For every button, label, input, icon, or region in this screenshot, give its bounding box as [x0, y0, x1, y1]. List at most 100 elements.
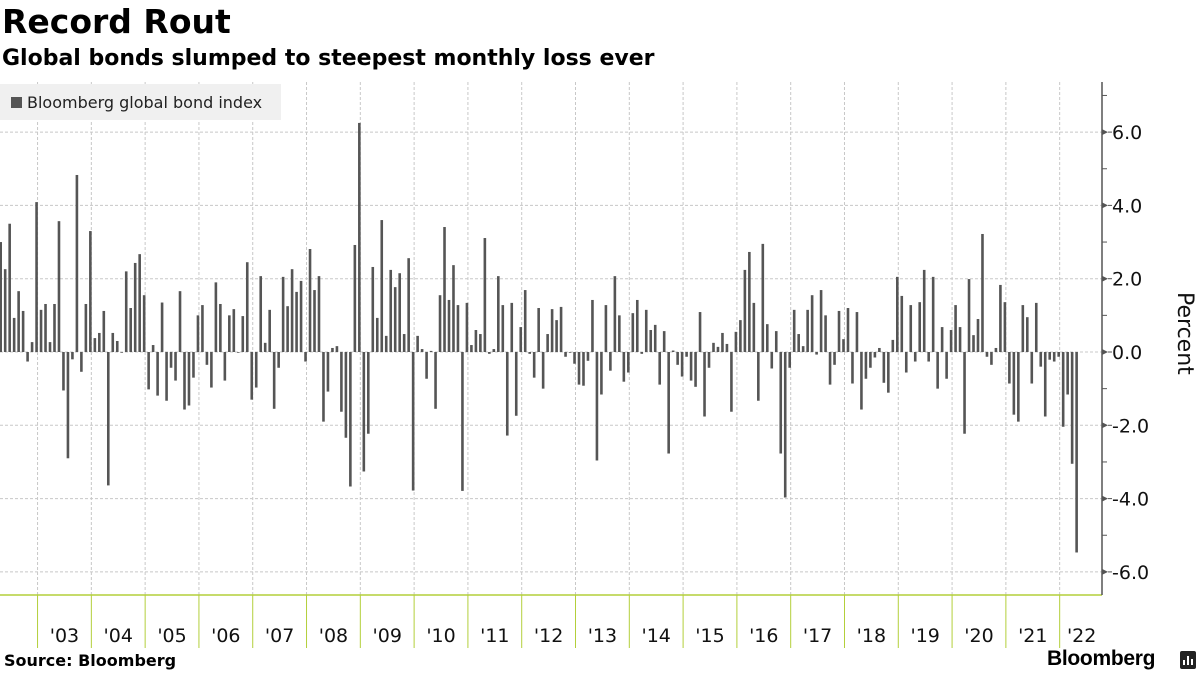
- bar: [331, 347, 334, 352]
- bar: [546, 334, 549, 352]
- bar: [210, 352, 213, 388]
- bar: [192, 352, 195, 378]
- bar: [667, 352, 670, 454]
- bar: [779, 352, 783, 454]
- bar: [887, 352, 890, 393]
- bar: [1048, 352, 1052, 360]
- bar: [801, 346, 805, 352]
- bar: [757, 352, 760, 401]
- bar: [739, 320, 742, 352]
- bar: [201, 305, 204, 352]
- bar: [613, 276, 617, 352]
- bar: [904, 352, 908, 373]
- bar: [17, 291, 20, 352]
- bar: [999, 284, 1002, 352]
- bar: [115, 341, 119, 352]
- bar: [71, 352, 74, 360]
- bar: [972, 335, 975, 352]
- bar: [958, 327, 962, 352]
- bar: [295, 291, 298, 352]
- bar: [519, 327, 523, 352]
- bar: [600, 352, 603, 395]
- bar: [1012, 352, 1016, 415]
- x-tick-label: '13: [588, 625, 617, 647]
- y-tick-label: 4.0: [1112, 195, 1142, 217]
- bar: [501, 305, 505, 352]
- x-tick-label: '04: [104, 625, 133, 647]
- bar: [62, 352, 65, 391]
- bar: [358, 122, 361, 352]
- bar: [842, 339, 845, 352]
- bar: [317, 276, 321, 352]
- bar: [178, 291, 182, 352]
- bar: [703, 352, 706, 417]
- bar: [349, 352, 352, 487]
- y-major-tick: [1102, 349, 1108, 355]
- bar: [44, 303, 47, 352]
- bar: [909, 305, 913, 352]
- bar: [66, 352, 70, 459]
- bar: [1034, 302, 1038, 352]
- y-major-tick: [1102, 422, 1108, 429]
- y-tick-label: 6.0: [1112, 122, 1142, 144]
- bar: [398, 273, 401, 352]
- bar: [712, 342, 715, 352]
- bar: [658, 352, 662, 385]
- bar: [649, 330, 653, 352]
- x-tick-label: '20: [964, 625, 993, 647]
- bar: [111, 332, 115, 352]
- bar: [362, 352, 366, 472]
- x-tick-label: '12: [534, 625, 563, 647]
- bar: [245, 262, 249, 352]
- x-tick-label: '19: [910, 625, 939, 647]
- x-tick-label: '14: [641, 625, 670, 647]
- y-tick-label: -4.0: [1112, 489, 1149, 511]
- y-major-tick: [1102, 568, 1108, 575]
- bar: [411, 352, 415, 491]
- bar: [604, 305, 608, 352]
- bar: [93, 338, 97, 352]
- chart-subtitle: Global bonds slumped to steepest monthly…: [2, 46, 655, 71]
- bar: [147, 352, 150, 390]
- bar: [241, 316, 245, 352]
- bar: [878, 347, 881, 352]
- bar: [48, 342, 52, 352]
- bar: [1075, 352, 1078, 553]
- bar: [528, 352, 531, 354]
- x-tick-label: '17: [803, 625, 832, 647]
- bar: [833, 352, 836, 365]
- bar: [402, 334, 406, 352]
- bar: [1052, 352, 1056, 362]
- bar: [949, 330, 953, 352]
- bar: [228, 315, 231, 352]
- bar: [384, 335, 388, 352]
- bar: [662, 331, 666, 352]
- bar: [232, 309, 236, 352]
- bar: [927, 352, 930, 362]
- bar: [1003, 302, 1007, 352]
- bar: [945, 352, 948, 379]
- bar: [322, 352, 325, 422]
- bar: [26, 352, 29, 362]
- bar: [438, 295, 442, 352]
- bar: [80, 352, 83, 372]
- bar: [582, 352, 585, 386]
- bar: [564, 352, 567, 357]
- bar: [618, 315, 621, 352]
- bar: [488, 352, 491, 354]
- bar: [635, 299, 639, 352]
- bar: [21, 310, 25, 352]
- bar: [765, 324, 769, 352]
- x-tick-label: '18: [857, 625, 886, 647]
- bar: [8, 223, 11, 352]
- bar: [694, 352, 697, 387]
- bloomberg-logo: Bloomberg: [1047, 647, 1156, 670]
- bar: [555, 320, 558, 352]
- bar: [609, 352, 612, 371]
- bar: [860, 352, 863, 410]
- bar: [770, 352, 774, 369]
- bar: [931, 276, 935, 352]
- bar: [434, 352, 437, 409]
- bar: [138, 254, 141, 352]
- bar: [75, 174, 79, 352]
